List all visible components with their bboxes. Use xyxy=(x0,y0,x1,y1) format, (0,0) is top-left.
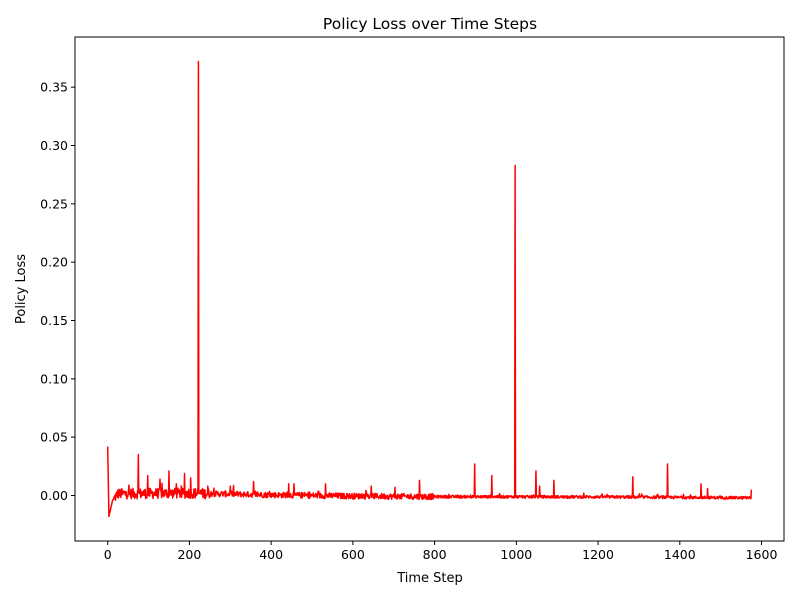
y-tick-label: 0.15 xyxy=(40,313,68,328)
y-tick-label: 0.05 xyxy=(40,430,68,445)
y-tick-label: 0.10 xyxy=(40,371,68,386)
y-axis: 0.00 0.05 0.10 0.15 0.20 0.25 0.30 0.35 xyxy=(40,80,75,503)
x-tick-label: 1400 xyxy=(664,547,696,562)
y-tick-label: 0.20 xyxy=(40,255,68,270)
x-tick-label: 600 xyxy=(341,547,365,562)
y-tick-label: 0.35 xyxy=(40,80,68,95)
x-tick-label: 800 xyxy=(423,547,447,562)
series-line xyxy=(106,60,753,518)
x-tick-label: 0 xyxy=(104,547,112,562)
x-tick-label: 1000 xyxy=(500,547,532,562)
y-tick-label: 0.30 xyxy=(40,138,68,153)
y-axis-label: Policy Loss xyxy=(14,254,29,324)
x-tick-label: 1600 xyxy=(746,547,778,562)
policy-loss-series xyxy=(106,60,753,518)
x-axis-label: Time Step xyxy=(396,571,463,586)
y-tick-label: 0.25 xyxy=(40,196,68,211)
y-tick-label: 0.00 xyxy=(40,488,68,503)
plot-frame xyxy=(74,36,785,542)
chart-title: Policy Loss over Time Steps xyxy=(323,15,537,33)
x-tick-label: 400 xyxy=(259,547,283,562)
x-tick-label: 1200 xyxy=(582,547,614,562)
x-tick-label: 200 xyxy=(177,547,201,562)
x-axis: 0 200 400 600 800 1000 1200 1400 1600 xyxy=(104,541,778,562)
